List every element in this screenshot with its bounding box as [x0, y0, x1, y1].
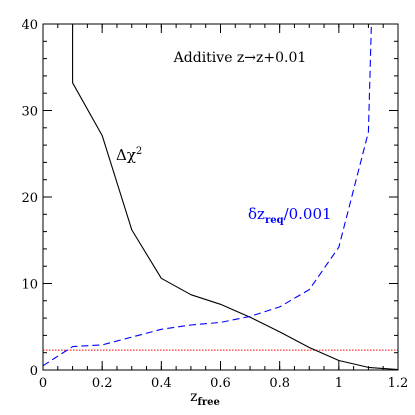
x-tick-label: 0.2 — [92, 376, 113, 391]
series-line-delta-chi2 — [72, 24, 399, 371]
x-tick-label: 0.4 — [151, 376, 172, 391]
series-label-sup: 2 — [136, 146, 142, 157]
x-axis-label-sub: free — [198, 397, 220, 408]
series-label-main: δz — [248, 205, 265, 223]
y-tick-labels: 0 10 20 30 40 — [21, 18, 38, 379]
series-label-delta-zreq: δzreq/0.001 — [248, 205, 332, 226]
annotation: Additive z→z+0.01 — [173, 50, 307, 66]
x-axis-label: zfree — [190, 389, 220, 408]
series-line-delta-zreq — [42, 23, 372, 367]
x-tick-label: 0 — [39, 376, 47, 391]
minor-ticks — [42, 23, 399, 371]
major-ticks — [42, 23, 399, 371]
plot-frame — [42, 23, 399, 371]
series-lines — [42, 23, 399, 371]
x-tick-label: 0.8 — [269, 376, 290, 391]
x-tick-labels: 0 0.2 0.4 0.6 0.8 1 1.2 — [39, 376, 408, 391]
series-label-delta-chi2: Δχ2 — [116, 146, 142, 164]
y-tick-label: 10 — [21, 278, 38, 293]
y-tick-label: 0 — [30, 364, 38, 379]
x-tick-label: 1.2 — [388, 376, 409, 391]
x-tick-label: 0.6 — [210, 376, 231, 391]
x-axis-label-main: z — [190, 389, 197, 405]
series-label-main: Δχ — [116, 146, 136, 164]
series-label-sub: req — [265, 215, 284, 226]
series-label-tail: /0.001 — [284, 205, 332, 223]
y-tick-label: 20 — [21, 191, 38, 206]
y-tick-label: 30 — [21, 105, 38, 120]
y-tick-label: 40 — [21, 18, 38, 33]
x-tick-label: 1 — [335, 376, 343, 391]
